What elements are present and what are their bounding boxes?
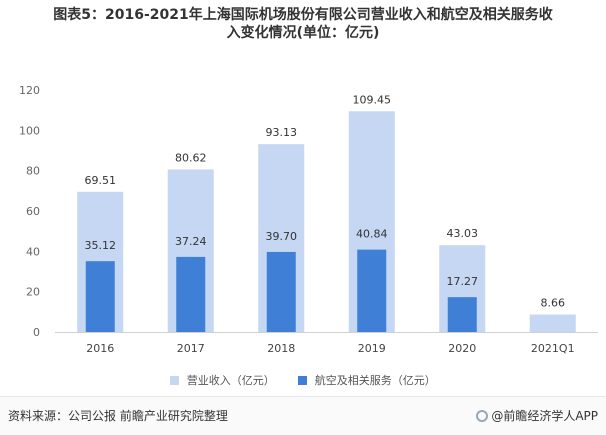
- value-label-revenue-2019: 109.45: [353, 93, 392, 106]
- x-tick-label-2018: 2018: [267, 342, 295, 355]
- value-label-aviation-2019: 40.84: [356, 228, 388, 241]
- x-tick-label-2016: 2016: [86, 342, 114, 355]
- chart-title: 图表5：2016-2021年上海国际机场股份有限公司营业收入和航空及相关服务收 …: [0, 6, 606, 42]
- chart-title-line-1: 图表5：2016-2021年上海国际机场股份有限公司营业收入和航空及相关服务收: [53, 7, 553, 23]
- bar-aviation-2020: [447, 297, 477, 332]
- legend-swatch-aviation: [298, 376, 308, 385]
- y-tick-label-100: 100: [19, 124, 40, 137]
- value-label-revenue-2018: 93.13: [266, 126, 298, 139]
- value-label-revenue-2017: 80.62: [175, 151, 207, 164]
- legend-label-revenue: 营业收入（亿元）: [186, 374, 275, 387]
- legend-item-revenue: 营业收入（亿元）: [170, 372, 275, 388]
- chart-title-line-2: 入变化情况(单位：亿元): [226, 25, 380, 41]
- brand-text: @前瞻经济学人APP: [491, 409, 598, 423]
- y-tick-label-40: 40: [26, 245, 40, 258]
- bar-revenue-2021Q1: [529, 314, 576, 332]
- value-label-revenue-2021Q1: 8.66: [541, 297, 566, 310]
- x-tick-label-2017: 2017: [177, 342, 205, 355]
- value-label-aviation-2017: 37.24: [175, 235, 207, 248]
- bar-aviation-2019: [357, 249, 387, 332]
- source-note: 资料来源：公司公报 前瞻产业研究院整理: [8, 409, 228, 423]
- y-tick-label-60: 60: [26, 205, 40, 218]
- bar-aviation-2017: [176, 256, 206, 332]
- footer: 资料来源：公司公报 前瞻产业研究院整理 @前瞻经济学人APP: [0, 396, 606, 435]
- bar-aviation-2016: [85, 261, 115, 332]
- x-tick-label-2020: 2020: [448, 342, 476, 355]
- legend-item-aviation: 航空及相关服务（亿元）: [298, 372, 436, 388]
- y-tick-label-20: 20: [26, 286, 40, 299]
- y-tick-label-80: 80: [26, 165, 40, 178]
- legend-label-aviation: 航空及相关服务（亿元）: [314, 374, 436, 387]
- x-tick-label-2021Q1: 2021Q1: [531, 342, 575, 355]
- value-label-aviation-2020: 17.27: [447, 275, 479, 288]
- value-label-aviation-2018: 39.70: [266, 230, 298, 243]
- x-tick-label-2019: 2019: [358, 342, 386, 355]
- value-label-revenue-2020: 43.03: [447, 227, 479, 240]
- y-tick-label-0: 0: [33, 326, 40, 339]
- bar-aviation-2018: [266, 251, 296, 332]
- value-label-revenue-2016: 69.51: [85, 174, 117, 187]
- legend-swatch-revenue: [170, 376, 180, 385]
- bar-chart: 0 20 40 60 80 100 120 69.51 35.12 2016 80.62 37.24 2…: [19, 84, 598, 355]
- brand-logo-icon: [476, 410, 489, 422]
- chart-legend: 营业收入（亿元） 航空及相关服务（亿元）: [0, 372, 606, 388]
- y-tick-label-120: 120: [19, 84, 40, 97]
- brand-credit: @前瞻经济学人APP: [476, 407, 598, 424]
- value-label-aviation-2016: 35.12: [85, 239, 117, 252]
